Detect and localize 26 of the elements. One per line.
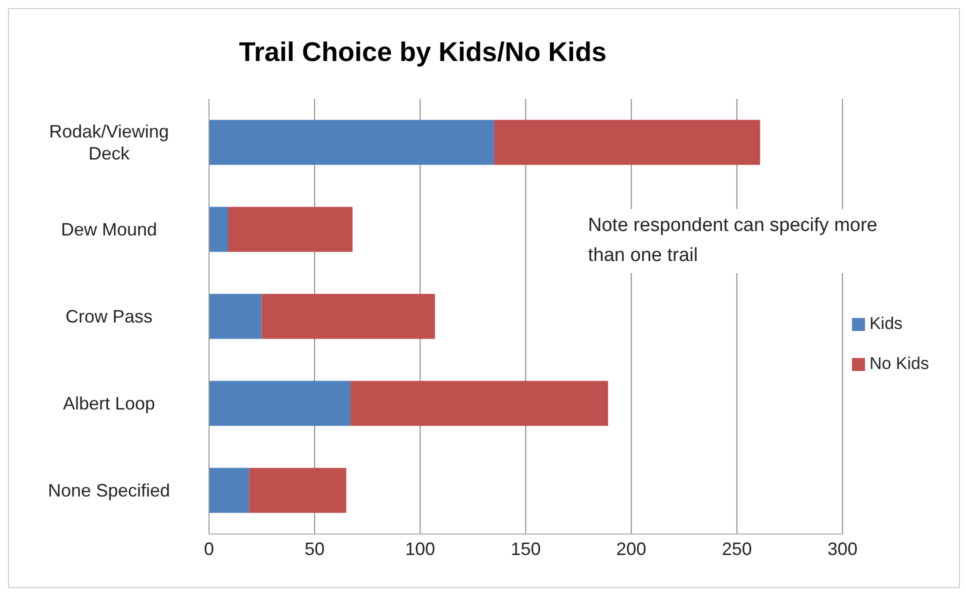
bar	[249, 468, 346, 513]
x-tick-label: 100	[405, 538, 436, 559]
x-tick-label: 150	[510, 538, 541, 559]
bar	[262, 294, 435, 339]
bar	[209, 294, 262, 339]
y-tick-label: Dew Mound	[60, 220, 158, 240]
x-tick-label: 50	[304, 538, 325, 559]
y-tick-label: Albert Loop	[62, 394, 156, 414]
x-tick-label: 200	[616, 538, 646, 559]
legend-label: Kids	[869, 314, 903, 333]
x-tick-label: 250	[722, 538, 752, 559]
bar	[209, 120, 494, 165]
legend-label: No Kids	[869, 354, 929, 373]
bar	[209, 206, 228, 252]
y-tick-label: Crow Pass	[65, 306, 153, 326]
y-tick-label: None Specified	[48, 480, 170, 500]
annotation: Note respondent can specify more than one trail	[584, 209, 892, 273]
bar	[228, 206, 353, 252]
bar	[494, 120, 760, 165]
bar	[209, 468, 250, 513]
chart-title: Trail Choice by Kids/No Kids	[239, 37, 607, 68]
x-tick-label: 300	[827, 538, 858, 559]
x-tick-label: 0	[204, 538, 214, 559]
y-tick-label: Rodak/Viewing Deck	[49, 122, 169, 164]
bar	[350, 380, 608, 426]
bar	[209, 380, 350, 426]
